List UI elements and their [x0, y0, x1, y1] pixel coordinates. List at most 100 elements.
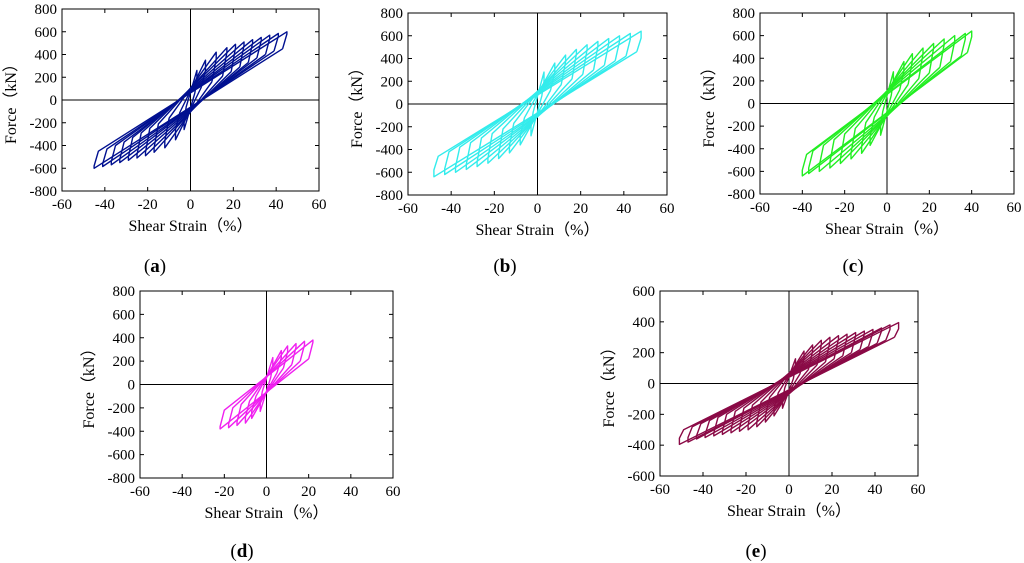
- y-tick-label: 200: [633, 346, 656, 362]
- hysteresis-loop-10: [101, 32, 279, 168]
- x-tick-label: -60: [398, 201, 418, 217]
- y-tick-label: 0: [748, 97, 756, 113]
- x-tick-label: -60: [130, 484, 150, 500]
- hysteresis-loop-8: [454, 35, 621, 174]
- panel-label: (a): [144, 256, 166, 277]
- y-tick-label: 400: [113, 331, 136, 347]
- hysteresis-loop-6: [136, 41, 245, 159]
- y-tick-label: 0: [396, 97, 404, 113]
- panel-label-open: (: [493, 256, 499, 277]
- x-tick-label: 60: [312, 197, 327, 213]
- loop-group: [219, 339, 314, 430]
- y-axis-label: Force（kN）: [348, 60, 366, 148]
- y-tick-label: -200: [376, 120, 404, 136]
- hysteresis-loop-5: [227, 340, 306, 429]
- y-tick-label: -200: [30, 116, 58, 132]
- x-tick-label: -40: [95, 197, 115, 213]
- panel-label-open: (: [745, 541, 751, 562]
- x-tick-label: 0: [785, 482, 793, 498]
- y-axis-label: Force（kN）: [80, 341, 98, 429]
- panel-label-close: ): [510, 256, 516, 277]
- panel-label-letter: a: [150, 256, 160, 277]
- x-tick-label: 40: [343, 484, 358, 500]
- y-tick-label: 0: [128, 378, 136, 394]
- x-tick-label: -60: [52, 197, 72, 213]
- y-tick-label: 600: [733, 29, 756, 45]
- x-tick-label: -40: [172, 484, 192, 500]
- panel-label-open: (: [144, 256, 150, 277]
- x-axis-label: Shear Strain（%）: [476, 221, 600, 239]
- loop-group: [678, 321, 900, 446]
- x-tick-label: -40: [441, 201, 461, 217]
- y-tick-label: 400: [35, 48, 58, 64]
- y-tick-label: 400: [381, 52, 404, 68]
- x-tick-label: -60: [750, 200, 770, 216]
- panel-c: -60 -40 -20 0 20 40 60-800-600-400-20002004006…: [700, 6, 1022, 277]
- panel-label-letter: c: [849, 256, 857, 277]
- hysteresis-loop-2: [174, 59, 207, 141]
- y-tick-label: 200: [35, 70, 58, 86]
- x-tick-label: -20: [484, 201, 504, 217]
- x-tick-label: -20: [835, 200, 855, 216]
- y-tick-label: 200: [113, 354, 136, 370]
- hysteresis-loop-4: [236, 342, 297, 427]
- y-tick-label: -800: [108, 471, 136, 487]
- panel-label: (d): [230, 541, 253, 562]
- y-tick-label: 800: [381, 6, 404, 22]
- panel-label-close: ): [160, 256, 166, 277]
- x-tick-label: 0: [187, 197, 195, 213]
- hysteresis-loop-5: [144, 43, 237, 157]
- y-tick-label: -600: [728, 164, 756, 180]
- loop-group: [93, 31, 288, 170]
- x-tick-label: -20: [736, 482, 756, 498]
- hysteresis-loop-13: [678, 321, 900, 446]
- y-axis-label: Force（kN）: [700, 60, 718, 148]
- y-tick-label: -600: [376, 165, 404, 181]
- y-tick-label: 0: [50, 93, 58, 109]
- y-tick-label: 800: [35, 2, 58, 18]
- y-axis-label: Force（kN）: [2, 56, 20, 144]
- x-tick-label: 60: [386, 484, 401, 500]
- hysteresis-loop-3: [244, 345, 289, 424]
- y-tick-label: 600: [633, 284, 656, 300]
- y-tick-label: -200: [108, 401, 136, 417]
- y-tick-label: 600: [381, 29, 404, 45]
- hysteresis-loop-10: [433, 30, 642, 178]
- x-tick-label: 0: [883, 200, 891, 216]
- panel-d: -60 -40 -20 0 20 40 60-800-600-400-20002004006…: [80, 284, 401, 562]
- y-tick-label: -400: [30, 139, 58, 155]
- y-tick-label: -600: [628, 469, 656, 485]
- hysteresis-loop-3: [764, 344, 814, 423]
- x-tick-label: -40: [792, 200, 812, 216]
- x-tick-label: 60: [660, 201, 675, 217]
- y-tick-label: 200: [381, 74, 404, 90]
- y-tick-label: 800: [113, 284, 136, 300]
- panel-label-letter: b: [500, 256, 511, 277]
- y-tick-label: -400: [628, 438, 656, 454]
- panel-label-letter: d: [237, 541, 248, 562]
- x-tick-label: 40: [616, 201, 631, 217]
- x-tick-label: 20: [922, 200, 937, 216]
- panel-label: (e): [745, 541, 766, 562]
- hysteresis-loop-5: [487, 44, 588, 164]
- hysteresis-loop-8: [808, 32, 966, 175]
- y-tick-label: 400: [633, 315, 656, 331]
- x-axis-label: Shear Strain（%）: [825, 220, 949, 238]
- y-tick-label: -600: [30, 161, 58, 177]
- hysteresis-loop-9: [801, 30, 973, 177]
- y-tick-label: -200: [628, 407, 656, 423]
- x-axis-label: Shear Strain（%）: [205, 504, 329, 522]
- x-tick-label: -60: [650, 482, 670, 498]
- y-tick-label: -400: [108, 424, 136, 440]
- hysteresis-loop-6: [738, 335, 840, 432]
- y-tick-label: 600: [35, 25, 58, 41]
- x-tick-label: 0: [534, 201, 542, 217]
- panel-label: (b): [493, 256, 516, 277]
- loop-group: [801, 30, 973, 177]
- y-tick-label: -400: [376, 143, 404, 159]
- panel-label-letter: e: [752, 541, 760, 562]
- x-tick-label: 20: [825, 482, 840, 498]
- panel-label-close: ): [760, 541, 766, 562]
- panel-label-open: (: [230, 541, 236, 562]
